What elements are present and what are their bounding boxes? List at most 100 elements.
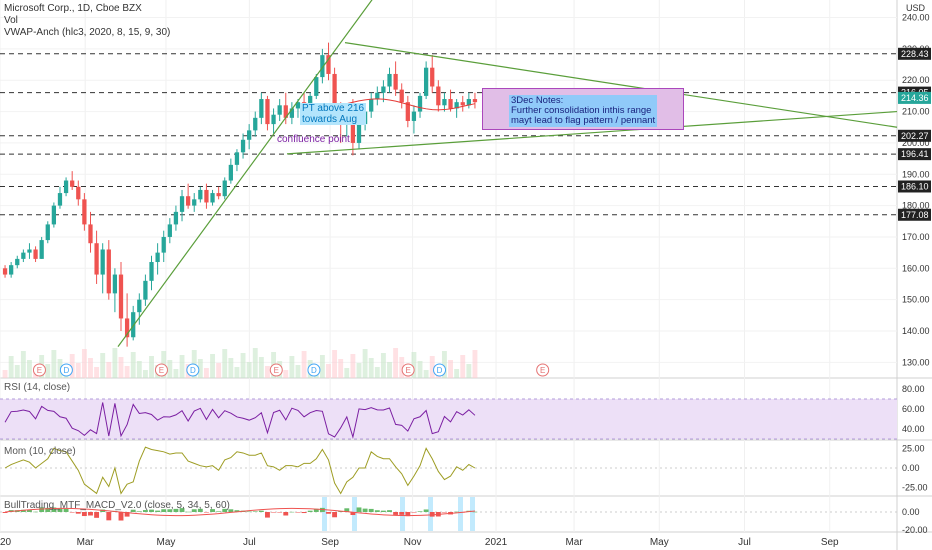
candle-body (295, 102, 301, 109)
candle-body (39, 240, 44, 259)
macd-histogram-bar (228, 509, 234, 512)
macd-histogram-bar (252, 511, 258, 512)
candle-body (332, 73, 337, 118)
macd-histogram-bar (332, 512, 338, 518)
macd-histogram-bar (2, 512, 8, 513)
earnings-marker (32, 363, 46, 377)
volume-bar (423, 370, 429, 378)
symbol-title[interactable]: Microsoft Corp., 1D, Cboe BZX (4, 3, 142, 14)
confluence-annotation[interactable]: confluence point (277, 134, 350, 145)
volume-bar (167, 360, 173, 378)
candle-body (277, 105, 282, 115)
price-level-badge-text: 202.27 (901, 131, 929, 141)
candle-body (216, 193, 221, 197)
macd-histogram-bar (387, 510, 392, 512)
candle-body (210, 193, 215, 203)
volume-bar (448, 360, 453, 378)
macd-histogram-bar (411, 512, 417, 513)
candle-body (143, 280, 148, 300)
candle-body (45, 224, 50, 241)
macd-histogram-bar (155, 510, 161, 512)
mom-line (4, 446, 476, 495)
candle-body (222, 180, 227, 197)
dividend-marker-label: D (63, 366, 69, 375)
time-axis-label: May (156, 537, 175, 548)
notes-box[interactable]: 3Dec Notes: Further consolidation inthis… (482, 88, 684, 130)
candle-body (124, 318, 130, 338)
price-tick-label: 130.00 (902, 357, 930, 367)
rsi-tick-label: 60.00 (902, 404, 925, 414)
volume-bar (197, 359, 203, 378)
macd-signal-line (5, 507, 475, 517)
macd-histogram-bar (69, 512, 75, 513)
vwap-label[interactable]: VWAP-Anch (hlc3, 2020, 8, 15, 9, 30) (4, 27, 171, 38)
candle-body (70, 180, 75, 187)
dividend-marker-label: D (311, 366, 317, 375)
price-level-badge-text: 186.10 (901, 181, 929, 191)
price-tick-label: 170.00 (902, 232, 930, 242)
volume-bar (8, 356, 14, 378)
macd-histogram-bar (246, 511, 252, 513)
rsi-legend[interactable]: RSI (14, close) (4, 382, 71, 393)
macd-histogram-bar (441, 512, 447, 513)
currency-label: USD (906, 3, 926, 13)
earnings-marker (269, 363, 283, 377)
time-axis-label: 2021 (485, 537, 508, 548)
candle-body (356, 124, 362, 143)
candle-body (240, 139, 246, 153)
time-axis-label: Jul (243, 537, 256, 548)
macd-histogram-bar (301, 512, 307, 514)
mom-legend[interactable]: Mom (10, close) (4, 446, 76, 457)
dividend-marker-label: D (190, 366, 196, 375)
price-level-badge-text: 177.08 (901, 210, 929, 220)
macd-histogram-bar (362, 508, 368, 512)
candle-body (76, 186, 81, 200)
candle-body (375, 92, 380, 100)
candle-body (265, 99, 270, 125)
volume-bar (51, 350, 57, 378)
macd-histogram-bar (20, 509, 26, 512)
volume-bar (234, 367, 240, 378)
macd-histogram-bar (88, 512, 93, 516)
time-axis-label: Sep (321, 537, 339, 548)
price-level-badge (898, 47, 931, 60)
volume-bar (356, 363, 362, 378)
candle-body (106, 249, 111, 294)
bull-legend[interactable]: BullTrading_MTF_MACD_V2.0 (close, 5, 34,… (4, 500, 230, 511)
price-tick-label: 140.00 (902, 326, 930, 336)
time-axis-label: Sep (821, 537, 839, 548)
volume-bar (210, 354, 215, 378)
earnings-marker (401, 363, 415, 377)
candle-body (192, 199, 197, 206)
candle-body (2, 268, 8, 275)
volume-bar (69, 354, 75, 378)
candle-body (51, 205, 57, 225)
candle-body (9, 265, 14, 275)
candle-body (430, 67, 435, 87)
macd-histogram-bar (344, 508, 350, 512)
candle-body (57, 193, 63, 206)
note-line-3: mayt lead to flag pattern / pennant (511, 115, 656, 126)
pt-line-1: PT above 216 (302, 103, 365, 114)
uptrend-line (117, 0, 373, 348)
volume-bar (460, 355, 466, 378)
candle-body (149, 262, 154, 281)
earnings-marker (154, 363, 168, 377)
candle-body (320, 55, 325, 78)
candle-body (228, 164, 233, 181)
macd-histogram-bar (429, 512, 435, 517)
volume-bar (441, 351, 447, 378)
macd-histogram-bar (210, 509, 215, 512)
volume-label[interactable]: Vol (4, 15, 18, 26)
earnings-marker-label: E (159, 366, 164, 375)
volume-bar (301, 351, 307, 378)
volume-bar (472, 350, 478, 378)
candle-body (198, 189, 203, 200)
upper-pennant-line (344, 42, 898, 128)
volume-bar (203, 368, 209, 378)
candle-body (33, 249, 38, 259)
candle-body (472, 99, 478, 103)
macd-histogram-bar (472, 511, 478, 513)
pt-annotation[interactable]: PT above 216 towards Aug (300, 103, 367, 125)
